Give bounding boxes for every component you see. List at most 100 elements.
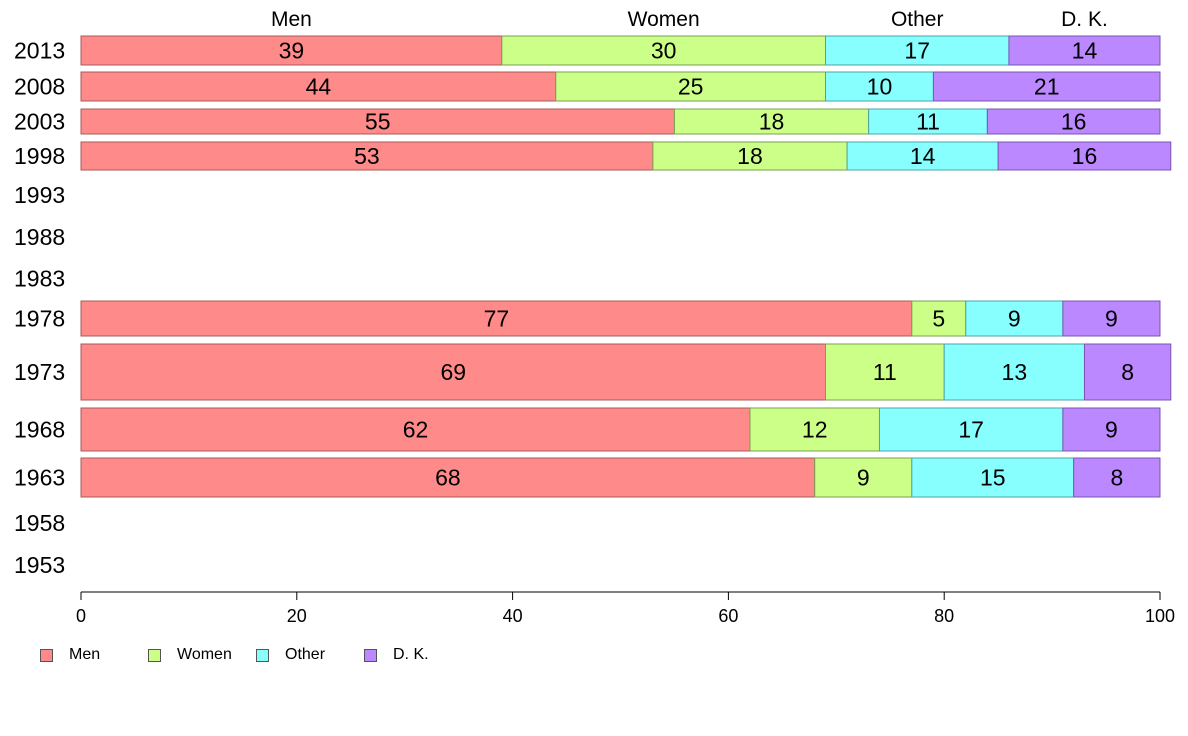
data-label-men-2013: 39 [279,38,305,64]
x-tick-label-60: 60 [718,606,738,626]
bar-segment-women-1978 [911,300,967,337]
year-label-1988: 1988 [14,224,65,250]
legend-swatch [364,648,377,662]
data-label-women-1998: 18 [737,143,763,169]
legend-label: Women [177,646,232,663]
bar-segment-other-2013 [825,35,1010,66]
data-label-men-1998: 53 [354,143,380,169]
chart-row-1973: 1973 69 11 13 8 [14,343,1172,401]
year-label-1993: 1993 [14,182,65,208]
bar-segment-women-1998 [652,141,848,171]
data-label-dk-1978: 9 [1105,306,1118,332]
bar-segment-men-2003 [80,108,675,135]
x-axis: 0 20 40 60 80 100 [76,591,1175,626]
bar-segment-men-1973 [80,343,827,401]
chart-row-1983: 1983 [14,266,65,292]
bar-segment-dk-1998 [997,141,1172,171]
data-label-men-1968: 62 [403,417,429,443]
chart-row-1998: 1998 53 18 14 16 [14,141,1172,171]
year-label-1998: 1998 [14,143,65,169]
x-tick-label-40: 40 [503,606,523,626]
column-header-men: Men [271,8,312,31]
bar-segment-other-1978 [965,300,1064,337]
data-label-men-2008: 44 [306,74,332,100]
data-label-women-2003: 18 [759,109,785,135]
data-label-men-1963: 68 [435,465,461,491]
chart-row-1988: 1988 [14,224,65,250]
column-header-women: Women [628,8,700,31]
data-label-other-2003: 11 [916,109,940,135]
year-label-2008: 2008 [14,74,65,100]
bar-segment-other-1968 [878,407,1064,452]
year-label-2003: 2003 [14,109,65,135]
data-label-women-1978: 5 [932,306,945,332]
data-label-dk-1963: 8 [1110,465,1123,491]
data-label-other-2013: 17 [904,38,930,64]
data-label-dk-1998: 16 [1072,143,1098,169]
data-label-men-1978: 77 [484,306,510,332]
data-label-other-1968: 17 [958,417,984,443]
bar-segment-men-1978 [80,300,913,337]
x-tick-label-20: 20 [287,606,307,626]
bar-segment-dk-2013 [1008,35,1161,66]
legend-item-men: Men [40,645,100,665]
data-label-women-1973: 11 [873,359,897,385]
data-label-dk-2008: 21 [1034,74,1060,100]
column-header-other: Other [891,8,944,31]
data-label-women-1963: 9 [857,465,870,491]
data-label-women-1968: 12 [802,417,828,443]
bar-segment-men-1968 [80,407,751,452]
chart-row-2008: 2008 44 25 10 21 [14,71,1161,102]
bar-segment-dk-1968 [1062,407,1161,452]
bar-segment-women-1973 [825,343,945,401]
legend-swatch [40,648,53,662]
bar-segment-dk-2003 [986,108,1161,135]
bar-segment-men-2008 [80,71,557,102]
chart-row-1978: 1978 77 5 9 9 [14,300,1161,337]
bar-segment-women-2008 [555,71,827,102]
legend-item-dk: D. K. [364,645,429,665]
legend-item-other: Other [256,645,325,665]
legend-label: Men [69,646,101,663]
bar-segment-dk-2008 [932,71,1161,102]
year-label-1968: 1968 [14,417,65,443]
data-label-men-1973: 69 [440,359,466,385]
chart-row-1953: 1953 [14,552,65,578]
year-label-2013: 2013 [14,38,65,64]
legend-swatch [256,648,269,662]
legend-label: Other [285,646,326,663]
bar-segment-other-2008 [825,71,934,102]
chart-row-1993: 1993 [14,182,65,208]
x-tick-label-80: 80 [934,606,954,626]
year-label-1953: 1953 [14,552,65,578]
legend-swatch [148,648,161,662]
chart-row-2013: 2013 39 30 17 14 [14,35,1161,66]
year-label-1958: 1958 [14,510,65,536]
chart-row-1963: 1963 68 9 15 8 [14,457,1161,498]
bar-segment-other-1963 [911,457,1075,498]
chart-row-1958: 1958 [14,510,65,536]
data-label-dk-2013: 14 [1072,38,1098,64]
x-tick-label-100: 100 [1145,606,1175,626]
data-label-women-2008: 25 [678,74,704,100]
bar-segment-men-1998 [80,141,654,171]
year-label-1978: 1978 [14,306,65,332]
x-tick-label-0: 0 [76,606,86,626]
bar-segment-women-2013 [501,35,827,66]
year-label-1973: 1973 [14,359,65,385]
bar-segment-men-1963 [80,457,816,498]
bar-segment-dk-1963 [1073,457,1161,498]
column-header-dk: D. K. [1061,8,1108,31]
bar-segment-dk-1973 [1083,343,1172,401]
data-label-men-2003: 55 [365,109,391,135]
legend-label: D. K. [393,646,429,663]
chart-row-1968: 1968 62 12 17 9 [14,407,1161,452]
data-label-other-1963: 15 [980,465,1006,491]
column-headers: Men Women Other D. K. [271,8,1108,31]
data-label-dk-2003: 16 [1061,109,1087,135]
year-label-1963: 1963 [14,465,65,491]
data-label-other-1973: 13 [1002,359,1028,385]
bar-segment-men-2013 [80,35,503,66]
